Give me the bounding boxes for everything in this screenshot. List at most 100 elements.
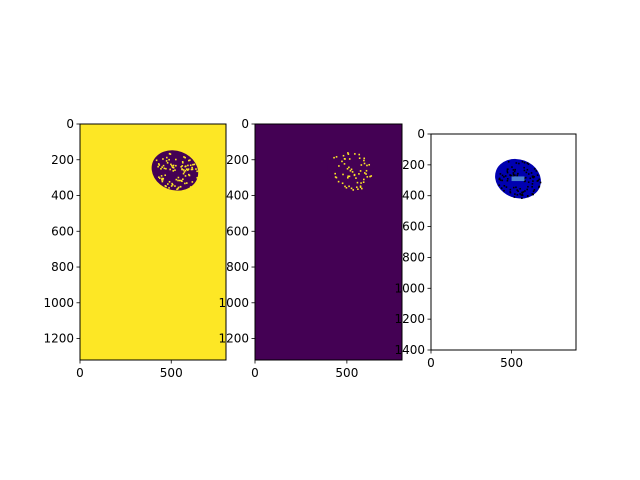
speck: [180, 166, 183, 168]
speck: [503, 176, 505, 178]
speck: [174, 185, 176, 187]
speck: [185, 168, 188, 170]
speck: [509, 188, 512, 191]
speck: [369, 175, 371, 178]
speck: [184, 156, 186, 159]
speck: [352, 189, 355, 191]
speck: [343, 163, 346, 165]
speck: [532, 190, 535, 193]
speck: [155, 159, 158, 162]
speck: [360, 182, 362, 184]
speck: [531, 186, 533, 188]
speck: [171, 183, 174, 186]
speck: [189, 186, 192, 188]
speck: [172, 166, 175, 169]
speck: [358, 153, 361, 156]
speck: [335, 156, 338, 158]
speck: [170, 164, 173, 167]
speck: [187, 168, 190, 170]
speck: [348, 158, 351, 160]
speck: [510, 174, 512, 177]
x-tick-label: 0: [76, 366, 84, 380]
speck: [513, 196, 516, 198]
speck: [523, 161, 526, 164]
speck: [527, 185, 529, 188]
speck: [179, 185, 182, 188]
speck: [158, 164, 161, 166]
y-tick-label: 0: [66, 117, 74, 131]
speck: [160, 168, 162, 170]
speck: [358, 173, 360, 175]
speck: [360, 164, 363, 166]
speck: [161, 179, 164, 181]
speck: [183, 156, 185, 158]
speck: [163, 167, 166, 170]
speck: [529, 177, 532, 180]
speck: [189, 159, 191, 161]
speck: [531, 193, 534, 195]
speck: [527, 163, 530, 165]
speck: [344, 185, 346, 188]
y-tick-label: 1200: [394, 312, 425, 326]
speck: [184, 165, 187, 168]
image-background: [80, 124, 226, 360]
speck: [184, 182, 186, 185]
speck: [358, 157, 361, 160]
speck: [535, 170, 538, 172]
speck: [187, 159, 190, 162]
speck: [342, 154, 345, 157]
speck: [507, 168, 509, 170]
speck: [512, 169, 515, 171]
speck: [507, 160, 510, 163]
speck: [334, 172, 336, 175]
speck: [514, 193, 516, 195]
axes-frame: [430, 133, 577, 351]
speck: [182, 169, 185, 171]
speck: [181, 168, 183, 171]
speck: [514, 174, 516, 177]
speck: [181, 161, 184, 163]
y-tick-label: 0: [417, 127, 425, 141]
y-tick-label: 1400: [394, 343, 425, 357]
speck: [368, 163, 371, 166]
speck: [521, 193, 524, 196]
speck: [182, 172, 185, 175]
speck: [193, 163, 196, 166]
speck: [499, 179, 502, 181]
speck: [162, 158, 164, 160]
speck: [187, 173, 190, 176]
speck: [533, 168, 536, 170]
speck: [166, 156, 168, 159]
speck: [347, 176, 349, 179]
speck: [345, 186, 348, 189]
speck: [536, 180, 539, 182]
speck: [539, 181, 542, 184]
speck: [187, 169, 189, 171]
speck: [521, 160, 524, 163]
speck: [524, 176, 527, 179]
x-tick-label: 500: [500, 356, 523, 370]
y-tick-label: 200: [402, 158, 425, 172]
speck: [158, 177, 161, 180]
speck: [512, 186, 515, 189]
y-tick-label: 400: [226, 189, 249, 203]
speck: [370, 175, 373, 177]
y-tick-label: 400: [402, 189, 425, 203]
y-tick-label: 600: [402, 220, 425, 234]
x-tick-label: 0: [251, 366, 259, 380]
speck: [333, 156, 335, 159]
speck: [347, 153, 350, 155]
speck: [363, 172, 366, 174]
speck: [363, 162, 366, 165]
speck: [503, 185, 506, 187]
speck: [517, 190, 519, 192]
speck: [365, 173, 367, 175]
speck: [157, 163, 160, 165]
speck: [168, 158, 170, 161]
speckle-pattern: [333, 152, 373, 191]
speck: [509, 191, 512, 194]
speck: [506, 178, 509, 180]
speck: [175, 178, 178, 181]
